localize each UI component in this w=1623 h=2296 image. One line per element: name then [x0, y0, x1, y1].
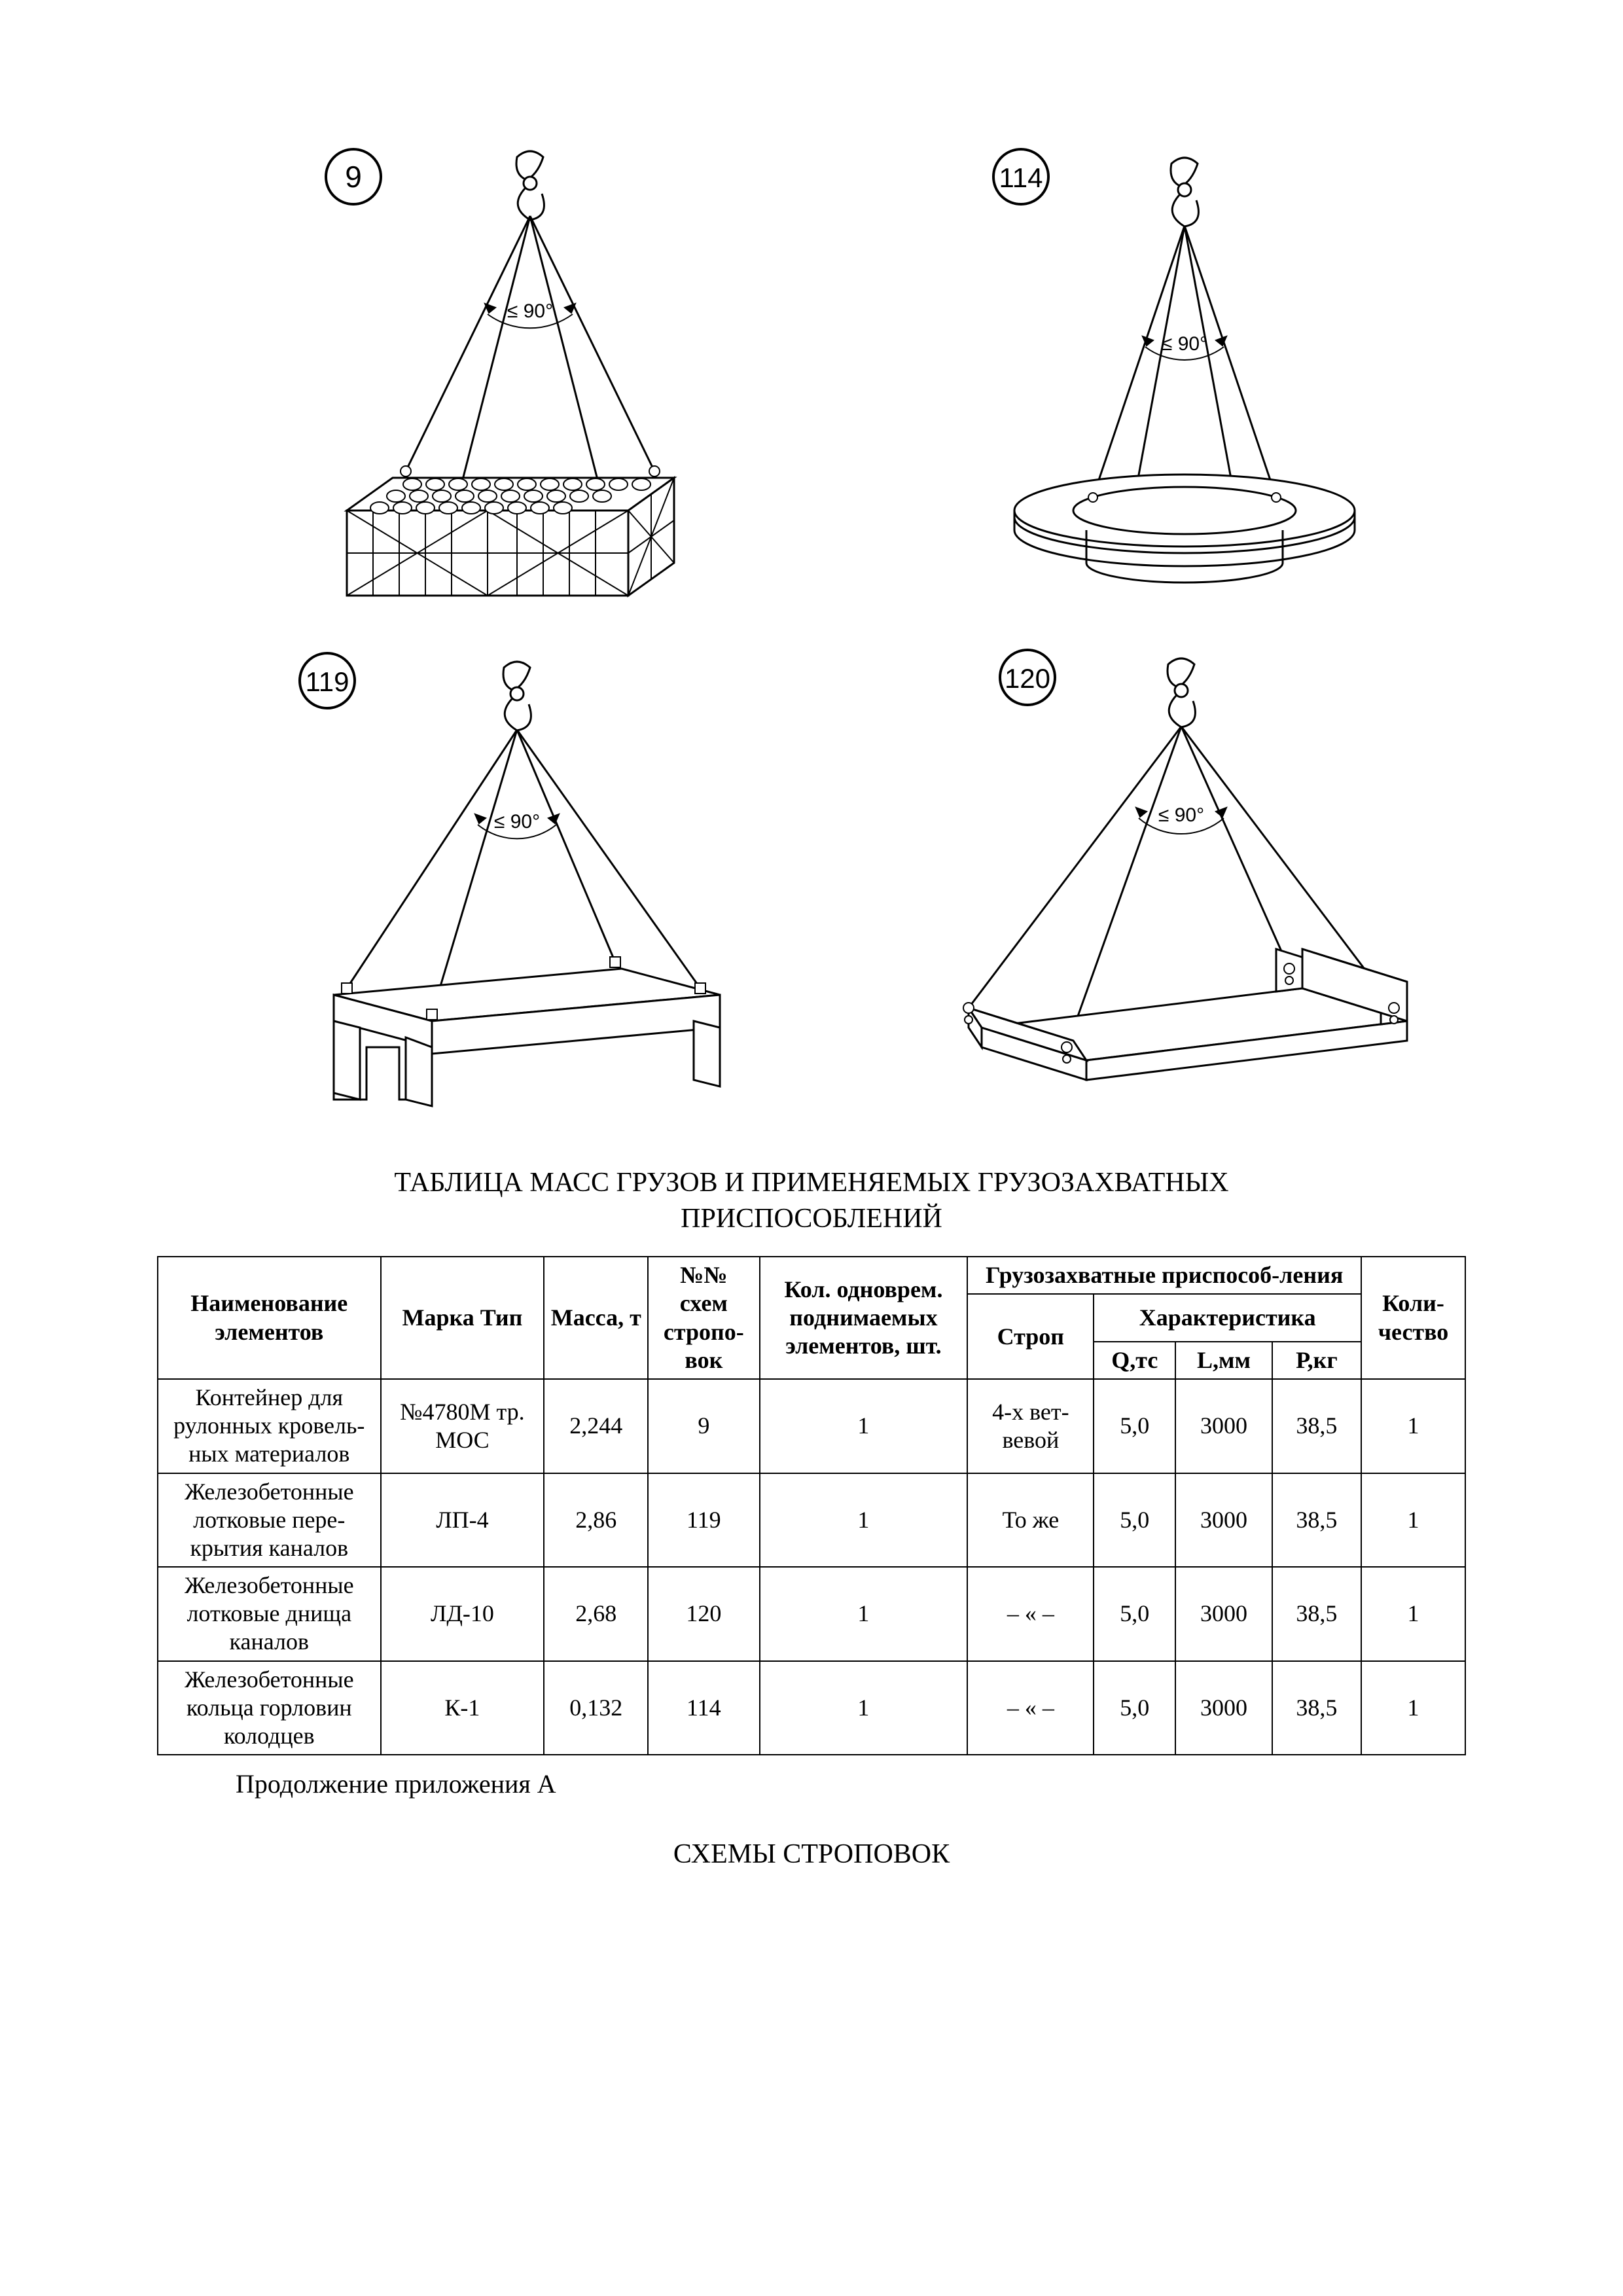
col-sling: Строп — [967, 1294, 1094, 1379]
diagram-120: 120 ≤ 90° — [870, 641, 1459, 1113]
angle-label: ≤ 90° — [507, 300, 553, 322]
subtitle: СХЕМЫ СТРОПОВОК — [157, 1839, 1466, 1870]
diagram-9: 9 — [229, 144, 818, 615]
sling-lines — [406, 216, 654, 497]
table-row: Железобетонные кольца горловин колодцев … — [158, 1661, 1465, 1755]
diagram-id: 120 — [1005, 663, 1050, 694]
table-row: Контейнер для рулонных кровель-ных матер… — [158, 1379, 1465, 1473]
table-head: Наименование элементов Марка Тип Масса, … — [158, 1257, 1465, 1379]
u-channel-body — [334, 969, 720, 1106]
sling-lines — [347, 730, 700, 1014]
ring-body — [1014, 475, 1355, 583]
page-content: 9 — [157, 144, 1466, 1870]
table-row: Железобетонные лотковые пере-крытия кана… — [158, 1473, 1465, 1568]
diagram-id-badge: 114 — [993, 149, 1048, 204]
tray-body — [969, 949, 1407, 1080]
diagram-id: 114 — [999, 162, 1043, 193]
table-body: Контейнер для рулонных кровель-ных матер… — [158, 1379, 1465, 1755]
diagram-id-badge: 120 — [1000, 650, 1055, 705]
col-p: Р,кг — [1272, 1342, 1361, 1379]
diagram-id: 9 — [345, 160, 362, 194]
table-title: ТАБЛИЦА МАСС ГРУЗОВ И ПРИМЕНЯЕМЫХ ГРУЗОЗ… — [157, 1165, 1466, 1236]
diagram-119: 119 ≤ 90° — [229, 641, 818, 1113]
hook-icon — [1171, 158, 1198, 226]
angle-label: ≤ 90° — [1158, 804, 1204, 826]
rigging-diagrams: 9 — [229, 144, 1394, 1113]
diagram-114: 114 ≤ 90° — [870, 144, 1459, 615]
title-line2: ПРИСПОСОБЛЕНИЙ — [681, 1204, 942, 1234]
col-l: L,мм — [1175, 1342, 1272, 1379]
diagram-119-svg: 119 ≤ 90° — [229, 641, 818, 1113]
col-scheme: №№ схем стропо-вок — [648, 1257, 759, 1379]
sling-lines — [1093, 226, 1276, 511]
hook-icon — [516, 151, 544, 220]
diagram-id-badge: 9 — [326, 149, 381, 204]
angle-label: ≤ 90° — [494, 811, 540, 833]
col-qty: Коли-чество — [1361, 1257, 1465, 1379]
hook-icon — [503, 662, 531, 730]
diagram-id-badge: 119 — [300, 653, 355, 708]
col-simul: Кол. одноврем. поднимаемых элементов, шт… — [760, 1257, 968, 1379]
hook-icon — [1168, 658, 1195, 727]
diagram-id: 119 — [306, 666, 349, 697]
col-q: Q,тс — [1094, 1342, 1175, 1379]
diagram-120-svg: 120 ≤ 90° — [870, 641, 1459, 1113]
col-name: Наименование элементов — [158, 1257, 381, 1379]
mass-table: Наименование элементов Марка Тип Масса, … — [157, 1256, 1466, 1755]
col-mass: Масса, т — [544, 1257, 648, 1379]
col-char: Характеристика — [1094, 1294, 1361, 1341]
table-row: Железобетонные лотковые днища каналов ЛД… — [158, 1567, 1465, 1661]
col-rig: Грузозахватные приспособ-ления — [967, 1257, 1361, 1294]
diagram-9-svg: 9 — [229, 144, 818, 615]
angle-label: ≤ 90° — [1162, 333, 1207, 355]
diagram-114-svg: 114 ≤ 90° — [870, 144, 1459, 615]
col-mark: Марка Тип — [381, 1257, 544, 1379]
continuation-note: Продолжение приложения А — [236, 1768, 1466, 1799]
title-line1: ТАБЛИЦА МАСС ГРУЗОВ И ПРИМЕНЯЕМЫХ ГРУЗОЗ… — [394, 1168, 1228, 1198]
